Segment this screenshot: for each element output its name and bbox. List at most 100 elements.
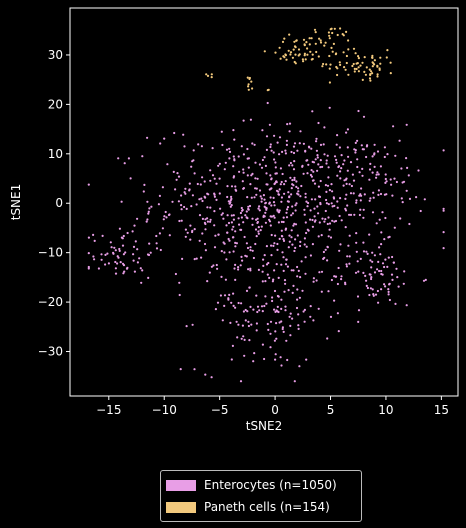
point-enterocyte	[342, 163, 345, 166]
point-enterocyte	[132, 253, 135, 256]
point-enterocyte	[277, 211, 281, 214]
point-enterocyte	[123, 162, 126, 165]
point-enterocyte	[231, 344, 234, 347]
point-enterocyte	[407, 174, 410, 177]
point-enterocyte	[356, 158, 359, 161]
point-enterocyte	[357, 320, 360, 323]
point-enterocyte	[265, 172, 268, 175]
point-paneth-cell	[365, 66, 368, 69]
legend-label-paneth-cells: Paneth cells (n=154)	[204, 500, 330, 514]
point-enterocyte	[228, 202, 231, 205]
point-enterocyte	[347, 244, 350, 247]
point-enterocyte	[239, 211, 242, 215]
point-paneth-cell	[357, 55, 360, 58]
point-paneth-cell	[335, 65, 338, 69]
point-enterocyte	[92, 255, 95, 258]
scatter-points	[87, 27, 445, 383]
point-enterocyte	[247, 324, 250, 328]
point-enterocyte	[147, 253, 151, 257]
point-enterocyte	[269, 320, 273, 323]
point-enterocyte	[312, 161, 316, 164]
point-enterocyte	[204, 218, 207, 221]
point-enterocyte	[284, 309, 287, 312]
point-enterocyte	[207, 193, 210, 196]
point-paneth-cell	[319, 39, 322, 42]
point-enterocyte	[266, 322, 269, 326]
point-enterocyte	[258, 189, 262, 192]
point-enterocyte	[376, 150, 380, 153]
point-enterocyte	[293, 176, 296, 179]
point-enterocyte	[315, 137, 318, 140]
point-enterocyte	[269, 346, 272, 349]
point-enterocyte	[146, 218, 149, 221]
point-enterocyte	[362, 241, 365, 244]
point-enterocyte	[118, 247, 121, 251]
point-enterocyte	[369, 287, 372, 290]
point-enterocyte	[348, 262, 351, 265]
point-enterocyte	[354, 151, 357, 154]
point-enterocyte	[244, 214, 247, 217]
point-enterocyte	[370, 276, 373, 279]
point-enterocyte	[328, 106, 331, 109]
point-enterocyte	[136, 248, 139, 251]
point-enterocyte	[220, 213, 223, 216]
point-enterocyte	[278, 188, 281, 191]
point-paneth-cell	[345, 61, 348, 65]
point-enterocyte	[386, 153, 389, 156]
point-paneth-cell	[339, 27, 342, 30]
point-enterocyte	[177, 175, 181, 178]
point-enterocyte	[317, 185, 320, 188]
point-enterocyte	[282, 256, 285, 259]
point-enterocyte	[289, 312, 292, 315]
point-enterocyte	[234, 185, 237, 188]
point-enterocyte	[396, 276, 399, 279]
point-enterocyte	[315, 149, 318, 152]
point-enterocyte	[370, 266, 373, 269]
point-enterocyte	[209, 206, 212, 209]
point-enterocyte	[273, 134, 276, 137]
point-enterocyte	[293, 178, 296, 181]
point-enterocyte	[215, 263, 218, 267]
point-paneth-cell	[309, 50, 312, 53]
point-paneth-cell	[284, 53, 287, 56]
point-enterocyte	[397, 285, 400, 288]
y-tick-label: 0	[55, 196, 63, 210]
point-enterocyte	[223, 242, 226, 245]
point-enterocyte	[240, 145, 243, 148]
point-enterocyte	[242, 335, 245, 338]
point-enterocyte	[270, 204, 273, 207]
point-enterocyte	[264, 280, 267, 283]
point-enterocyte	[297, 269, 300, 272]
point-paneth-cell	[289, 51, 293, 54]
point-enterocyte	[260, 166, 264, 169]
point-enterocyte	[288, 164, 291, 167]
point-enterocyte	[112, 252, 115, 255]
point-enterocyte	[163, 215, 166, 218]
point-enterocyte	[288, 122, 292, 125]
point-enterocyte	[320, 234, 323, 237]
point-paneth-cell	[315, 50, 318, 54]
point-enterocyte	[232, 304, 235, 307]
point-paneth-cell	[304, 58, 307, 61]
point-enterocyte	[249, 305, 252, 308]
point-enterocyte	[284, 152, 287, 155]
point-enterocyte	[149, 251, 152, 254]
point-enterocyte	[384, 216, 387, 220]
point-enterocyte	[204, 373, 207, 376]
point-enterocyte	[317, 121, 320, 125]
point-enterocyte	[273, 289, 277, 293]
point-enterocyte	[313, 207, 316, 210]
point-enterocyte	[339, 243, 342, 246]
point-enterocyte	[198, 214, 202, 217]
point-enterocyte	[355, 201, 358, 204]
point-enterocyte	[293, 380, 296, 383]
point-enterocyte	[298, 365, 301, 368]
point-enterocyte	[201, 232, 204, 235]
point-enterocyte	[297, 324, 300, 327]
point-enterocyte	[326, 184, 330, 187]
point-enterocyte	[415, 196, 418, 199]
point-enterocyte	[369, 162, 372, 165]
point-enterocyte	[286, 358, 289, 362]
point-paneth-cell	[376, 73, 379, 76]
point-enterocyte	[274, 172, 277, 175]
